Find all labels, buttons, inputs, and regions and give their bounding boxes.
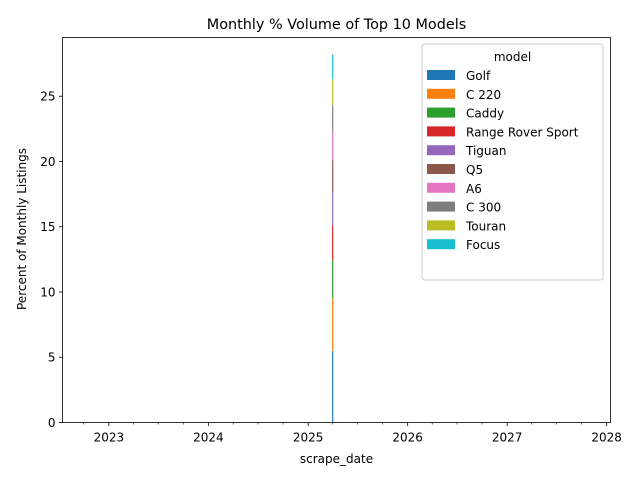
x-tick-label: 2023 xyxy=(94,431,125,445)
legend-entry-label: Touran xyxy=(465,219,506,233)
legend-swatch xyxy=(427,239,455,250)
legend-entry-label: C 220 xyxy=(466,88,501,102)
legend-swatch xyxy=(427,88,455,99)
legend-entry-label: Caddy xyxy=(466,107,504,121)
legend-entry-label: Tiguan xyxy=(465,144,506,158)
legend-swatch xyxy=(427,220,455,231)
legend-swatch xyxy=(427,145,455,156)
x-axis: 2023 2024 2025 2026 2027 2028 xyxy=(83,422,622,445)
x-tick-label: 2024 xyxy=(193,431,224,445)
legend-swatch xyxy=(427,164,455,174)
legend-entry-label: Focus xyxy=(466,238,500,252)
legend-swatch xyxy=(427,201,455,212)
y-tick-label: 20 xyxy=(40,155,55,169)
legend-swatch xyxy=(427,126,455,137)
legend-box xyxy=(421,43,604,281)
legend-title: model xyxy=(494,50,531,64)
legend-swatch xyxy=(427,182,455,193)
y-tick-label: 0 xyxy=(48,416,56,430)
legend-entry-label: Range Rover Sport xyxy=(466,125,579,139)
legend-entry-label: C 300 xyxy=(466,201,501,215)
y-axis-label: Percent of Monthly Listings xyxy=(15,148,29,310)
y-tick-label: 10 xyxy=(40,285,55,299)
legend-swatch xyxy=(427,107,455,118)
x-tick-label: 2028 xyxy=(591,431,622,445)
legend-swatch xyxy=(427,70,455,80)
legend-entry-label: A6 xyxy=(466,182,482,196)
y-axis: 0 5 10 15 20 25 xyxy=(40,90,63,430)
chart-title: Monthly % Volume of Top 10 Models xyxy=(207,17,466,33)
y-tick-label: 25 xyxy=(40,90,55,104)
x-axis-label: scrape_date xyxy=(300,452,373,466)
x-tick-label: 2026 xyxy=(392,431,423,445)
legend-entry-label: Q5 xyxy=(466,163,483,177)
x-tick-label: 2027 xyxy=(492,431,523,445)
y-tick-label: 15 xyxy=(40,220,55,234)
y-tick-label: 5 xyxy=(48,351,56,365)
plot-frame xyxy=(62,37,611,423)
x-tick-label: 2025 xyxy=(293,431,324,445)
legend-entry-label: Golf xyxy=(466,69,491,83)
